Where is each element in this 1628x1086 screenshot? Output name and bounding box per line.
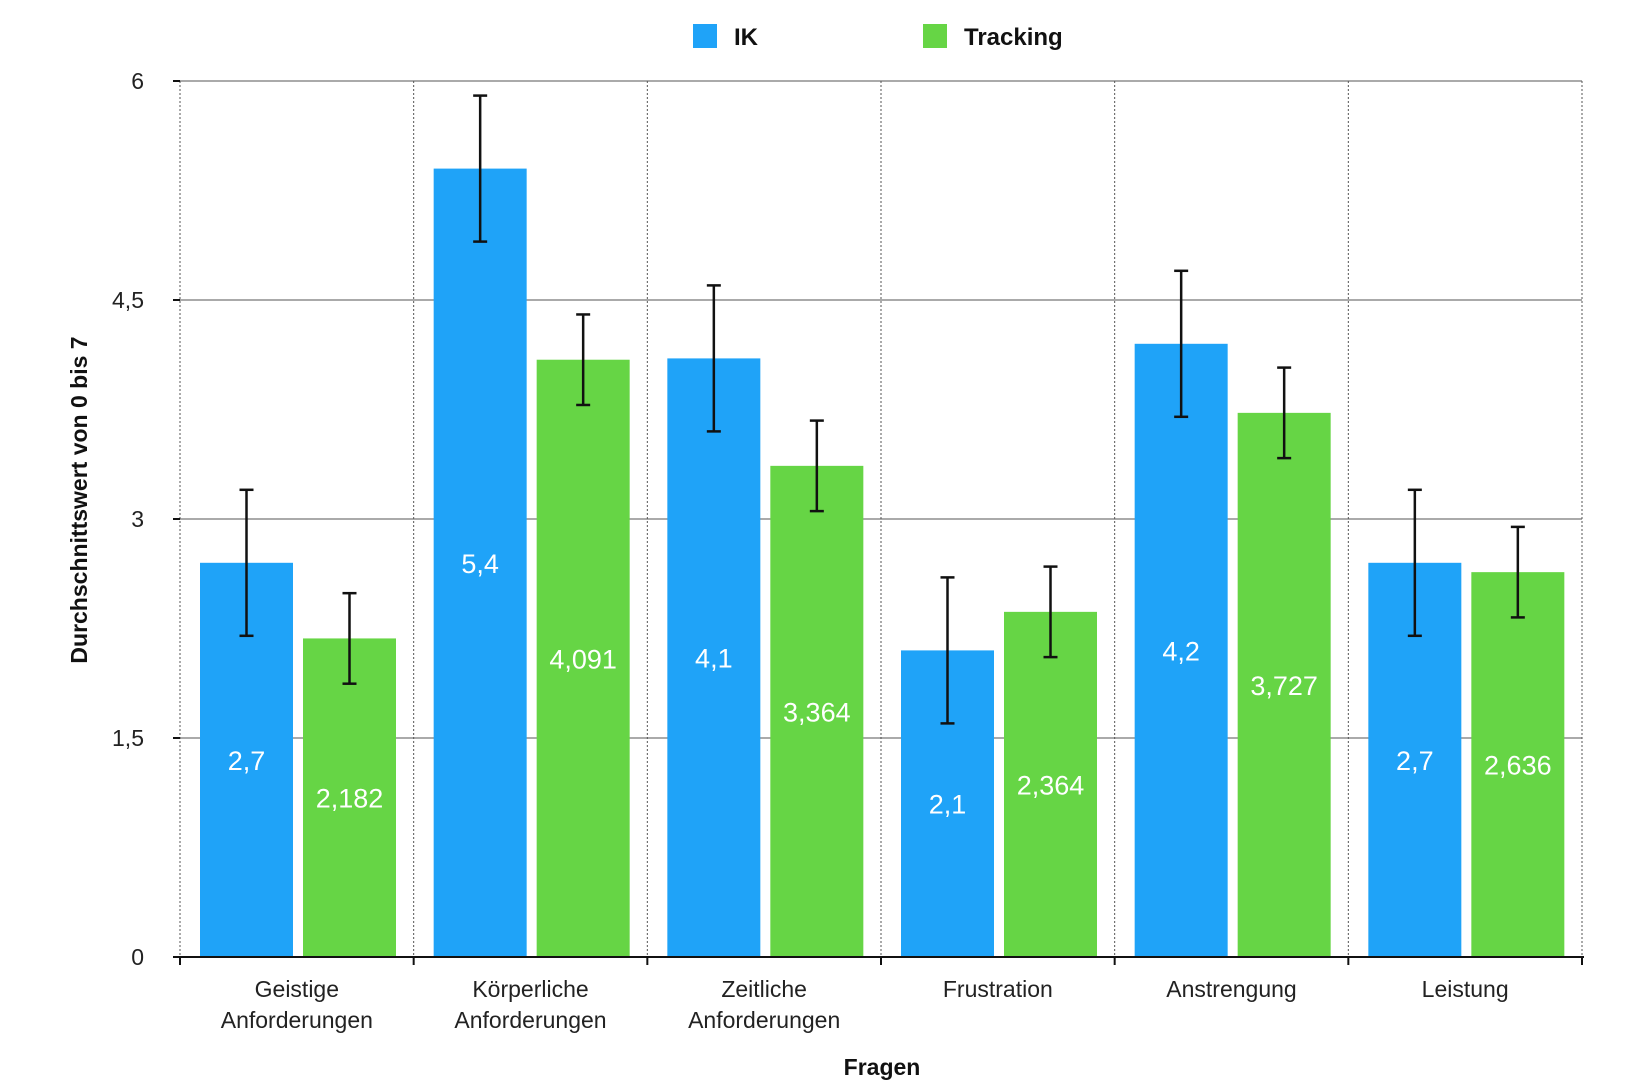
bar-ik xyxy=(1134,343,1228,957)
y-tick-label: 4,5 xyxy=(112,287,144,313)
x-tick-label-line: Frustration xyxy=(943,976,1053,1002)
data-label: 2,7 xyxy=(228,746,266,776)
data-label: 4,1 xyxy=(695,644,733,674)
data-label: 3,727 xyxy=(1250,671,1318,701)
legend-label-ik: IK xyxy=(734,24,759,51)
bar-tracking xyxy=(1471,572,1565,957)
y-tick-label: 6 xyxy=(131,68,144,94)
bars xyxy=(200,168,1565,958)
data-labels: 2,7 5,4 4,1 2,1 4,2 2,7 2,182 4,091 3,364 2,364 3,… xyxy=(228,549,1552,820)
data-label: 4,2 xyxy=(1162,636,1200,666)
error-bars xyxy=(239,94,1525,725)
data-label: 4,091 xyxy=(549,644,617,674)
bar-tracking xyxy=(1004,611,1097,957)
y-tick-label: 1,5 xyxy=(112,725,144,751)
data-label: 3,364 xyxy=(783,697,851,727)
y-tick-label: 0 xyxy=(131,944,144,970)
data-label: 2,364 xyxy=(1017,770,1085,800)
x-tick-label-line: Anstrengung xyxy=(1166,976,1296,1002)
x-tick-label-line: Anforderungen xyxy=(221,1007,373,1033)
x-axis-title: Fragen xyxy=(844,1054,921,1080)
x-tick-label: Körperliche Anforderungen xyxy=(454,976,606,1033)
x-tick-label-line: Geistige xyxy=(255,976,339,1002)
legend-label-tracking: Tracking xyxy=(964,24,1063,51)
x-tick-label-line: Zeitliche xyxy=(721,976,807,1002)
bar-tracking xyxy=(536,359,630,957)
x-tick-label-line: Leistung xyxy=(1422,976,1509,1002)
y-tick-label: 3 xyxy=(131,506,144,532)
data-label: 2,1 xyxy=(929,790,967,820)
bar-ik xyxy=(433,168,527,958)
data-label: 2,636 xyxy=(1484,751,1552,781)
x-tick-label-line: Anforderungen xyxy=(454,1007,606,1033)
x-tick-label: Leistung xyxy=(1422,976,1509,1002)
x-tick-label-line: Körperliche xyxy=(472,976,588,1002)
data-label: 2,7 xyxy=(1396,746,1434,776)
x-tick-label-line: Anforderungen xyxy=(688,1007,840,1033)
x-tick-label: Anstrengung xyxy=(1166,976,1296,1002)
legend-swatch-ik xyxy=(693,24,717,48)
x-tick-label: Zeitliche Anforderungen xyxy=(688,976,840,1033)
x-tick-label: Frustration xyxy=(943,976,1053,1002)
bar-ik xyxy=(667,358,761,957)
data-label: 5,4 xyxy=(461,549,499,579)
bar-tracking xyxy=(1237,412,1331,957)
bar-tracking xyxy=(303,638,396,957)
data-label: 2,182 xyxy=(316,784,384,814)
x-tick-label: Geistige Anforderungen xyxy=(221,976,373,1033)
legend-swatch-tracking xyxy=(923,24,947,48)
y-axis-title: Durchschnittswert von 0 bis 7 xyxy=(66,336,92,663)
bar-tracking xyxy=(770,465,864,957)
legend: IK Tracking xyxy=(693,24,1063,51)
